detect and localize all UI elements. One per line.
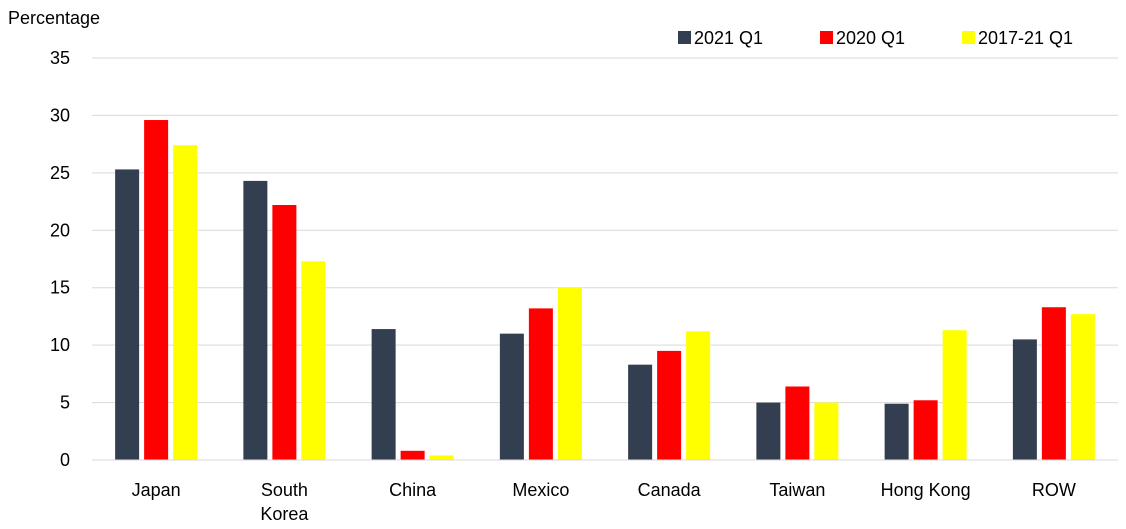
- bar-2017-21-q1-row: [1070, 314, 1095, 460]
- x-tick-label: South Korea: [260, 480, 309, 524]
- legend-swatch: [678, 31, 691, 44]
- bar-2017-21-q1-south-korea: [301, 261, 326, 460]
- bar-2021-q1-row: [1012, 339, 1037, 460]
- x-tick-label: Hong Kong: [881, 480, 971, 500]
- bar-2017-21-q1-china: [429, 455, 454, 460]
- bar-2020-q1-canada: [657, 350, 682, 460]
- y-tick-label: 20: [50, 220, 70, 240]
- y-tick-label: 15: [50, 278, 70, 298]
- y-tick-label: 5: [60, 393, 70, 413]
- bar-2021-q1-china: [371, 329, 396, 460]
- legend-label: 2021 Q1: [694, 28, 763, 48]
- legend-swatch: [962, 31, 975, 44]
- bar-2020-q1-taiwan: [785, 386, 810, 460]
- y-axis-ticks: 0 5 10 15 20 25 30 35: [50, 48, 70, 470]
- x-tick-label: Taiwan: [769, 480, 825, 500]
- bar-2017-21-q1-hong-kong: [942, 330, 967, 460]
- bar-2021-q1-taiwan: [756, 402, 781, 460]
- x-tick-label: Canada: [638, 480, 702, 500]
- x-tick-label: China: [389, 480, 437, 500]
- bar-2021-q1-mexico: [499, 333, 524, 460]
- legend-swatch: [820, 31, 833, 44]
- legend-label: 2020 Q1: [836, 28, 905, 48]
- bar-2021-q1-hong-kong: [884, 403, 909, 460]
- y-tick-label: 30: [50, 105, 70, 125]
- bar-2020-q1-south-korea: [272, 205, 297, 460]
- bar-2020-q1-mexico: [528, 308, 553, 460]
- bar-2021-q1-south-korea: [243, 180, 268, 460]
- x-tick-label: Mexico: [512, 480, 569, 500]
- bar-2020-q1-china: [400, 450, 425, 460]
- bar-2021-q1-japan: [115, 169, 140, 460]
- legend-label: 2017-21 Q1: [978, 28, 1073, 48]
- x-axis-ticks: Japan South Korea China Mexico Canada Taiwan Ho…: [132, 480, 1076, 524]
- bars: [115, 120, 1095, 460]
- x-tick-label: ROW: [1032, 480, 1076, 500]
- bar-2021-q1-canada: [628, 364, 653, 460]
- y-tick-label: 10: [50, 335, 70, 355]
- bar-2020-q1-hong-kong: [913, 400, 938, 460]
- bar-2017-21-q1-taiwan: [814, 402, 839, 460]
- bar-2017-21-q1-japan: [173, 145, 198, 460]
- bar-2020-q1-japan: [144, 120, 169, 460]
- y-tick-label: 25: [50, 163, 70, 183]
- legend: 2021 Q1 2020 Q1 2017-21 Q1: [678, 28, 1073, 48]
- bar-2020-q1-row: [1041, 307, 1066, 460]
- x-tick-label: Japan: [132, 480, 181, 500]
- bar-2017-21-q1-mexico: [557, 287, 582, 460]
- y-axis-label: Percentage: [8, 8, 100, 28]
- y-tick-label: 0: [60, 450, 70, 470]
- bar-2017-21-q1-canada: [686, 331, 711, 460]
- y-tick-label: 35: [50, 48, 70, 68]
